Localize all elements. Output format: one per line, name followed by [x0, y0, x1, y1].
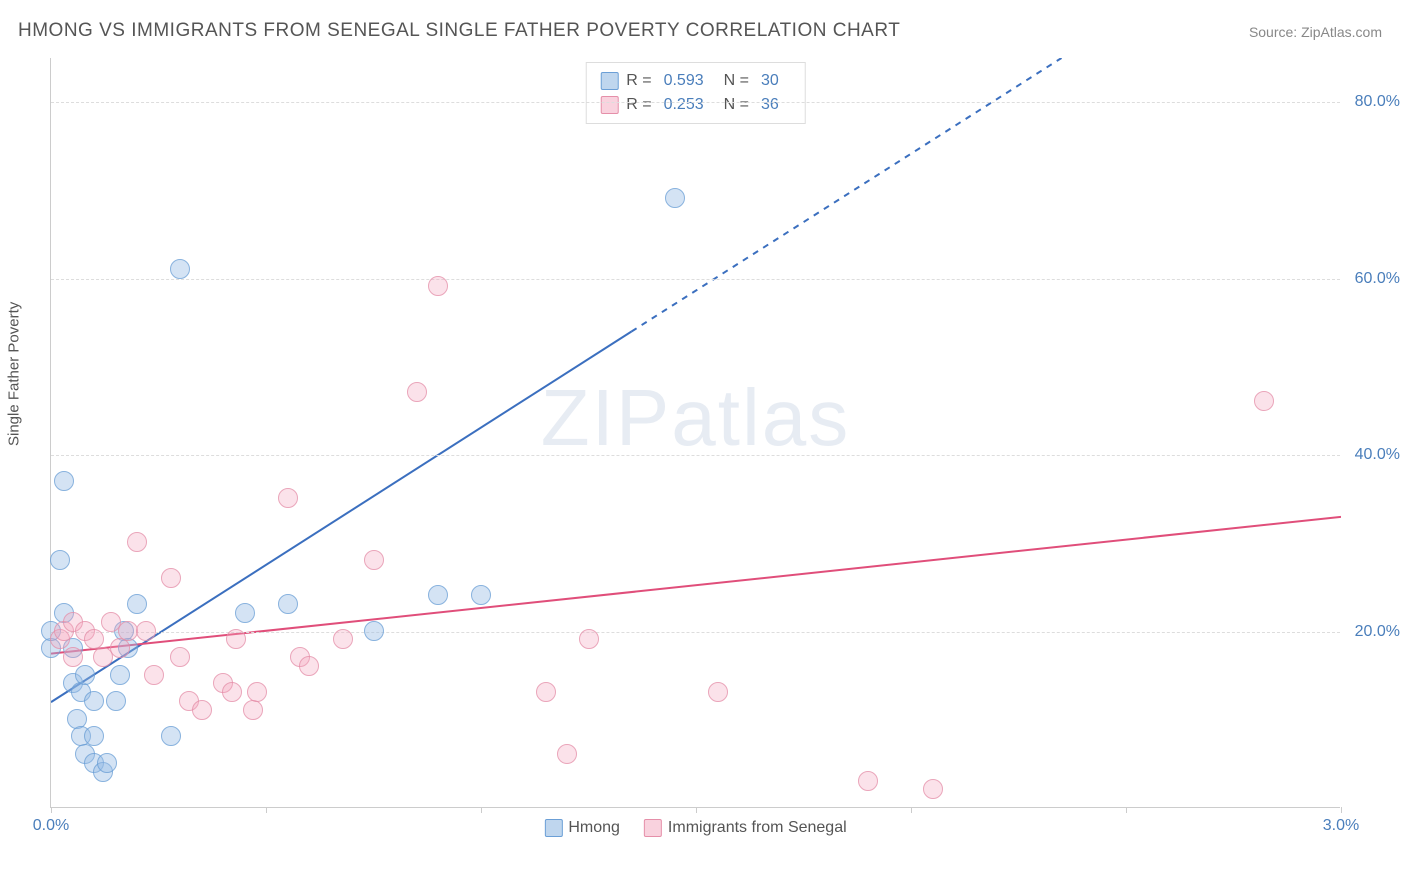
data-point: [278, 594, 298, 614]
data-point: [579, 629, 599, 649]
data-point: [84, 726, 104, 746]
gridline: [51, 455, 1340, 456]
data-point: [84, 691, 104, 711]
legend-swatch: [644, 819, 662, 837]
data-point: [243, 700, 263, 720]
data-point: [364, 621, 384, 641]
x-tick-mark: [51, 807, 52, 813]
data-point: [161, 726, 181, 746]
y-axis-label: Single Father Poverty: [6, 302, 23, 446]
x-tick-label: 3.0%: [1323, 817, 1359, 835]
n-label: N =: [724, 93, 749, 117]
data-point: [1254, 391, 1274, 411]
trendline-solid: [51, 517, 1341, 654]
r-label: R =: [626, 93, 651, 117]
data-point: [428, 276, 448, 296]
gridline: [51, 279, 1340, 280]
r-value: 0.593: [664, 69, 704, 93]
data-point: [247, 682, 267, 702]
data-point: [127, 532, 147, 552]
data-point: [63, 647, 83, 667]
data-point: [170, 259, 190, 279]
data-point: [235, 603, 255, 623]
y-tick-label: 20.0%: [1355, 623, 1400, 641]
stats-legend: R = 0.593 N = 30 R = 0.253 N = 36: [585, 62, 806, 124]
x-tick-mark: [1341, 807, 1342, 813]
data-point: [170, 647, 190, 667]
data-point: [557, 744, 577, 764]
data-point: [127, 594, 147, 614]
y-tick-label: 80.0%: [1355, 93, 1400, 111]
series-legend-label: Hmong: [568, 819, 620, 836]
gridline: [51, 102, 1340, 103]
stats-legend-row: R = 0.593 N = 30: [600, 69, 791, 93]
x-tick-mark: [266, 807, 267, 813]
data-point: [110, 638, 130, 658]
data-point: [97, 753, 117, 773]
x-tick-mark: [696, 807, 697, 813]
x-tick-mark: [481, 807, 482, 813]
data-point: [665, 188, 685, 208]
r-value: 0.253: [664, 93, 704, 117]
n-label: N =: [724, 69, 749, 93]
y-tick-label: 60.0%: [1355, 270, 1400, 288]
x-tick-mark: [1126, 807, 1127, 813]
data-point: [364, 550, 384, 570]
data-point: [192, 700, 212, 720]
data-point: [144, 665, 164, 685]
data-point: [428, 585, 448, 605]
legend-swatch: [600, 96, 618, 114]
stats-legend-row: R = 0.253 N = 36: [600, 93, 791, 117]
data-point: [923, 779, 943, 799]
data-point: [50, 550, 70, 570]
data-point: [407, 382, 427, 402]
n-value: 36: [761, 93, 779, 117]
series-legend: Hmong Immigrants from Senegal: [544, 819, 846, 837]
scatter-plot: ZIPatlas R =0.593N =30R =0.253N =36 Hmon…: [50, 58, 1340, 808]
data-point: [75, 665, 95, 685]
data-point: [67, 709, 87, 729]
series-legend-item: Immigrants from Senegal: [644, 819, 847, 837]
source-attribution: Source: ZipAtlas.com: [1249, 24, 1382, 40]
series-legend-label: Immigrants from Senegal: [668, 819, 847, 836]
y-tick-label: 40.0%: [1355, 446, 1400, 464]
data-point: [278, 488, 298, 508]
data-point: [333, 629, 353, 649]
gridline: [51, 632, 1340, 633]
data-point: [136, 621, 156, 641]
legend-swatch: [600, 72, 618, 90]
data-point: [471, 585, 491, 605]
data-point: [161, 568, 181, 588]
data-point: [106, 691, 126, 711]
data-point: [708, 682, 728, 702]
data-point: [536, 682, 556, 702]
data-point: [222, 682, 242, 702]
chart-title: HMONG VS IMMIGRANTS FROM SENEGAL SINGLE …: [18, 20, 900, 42]
data-point: [858, 771, 878, 791]
trendlines-svg: [51, 58, 1341, 808]
data-point: [226, 629, 246, 649]
legend-swatch: [544, 819, 562, 837]
x-tick-label: 0.0%: [33, 817, 69, 835]
r-label: R =: [626, 69, 651, 93]
x-tick-mark: [911, 807, 912, 813]
series-legend-item: Hmong: [544, 819, 620, 837]
data-point: [299, 656, 319, 676]
data-point: [54, 471, 74, 491]
watermark-text: ZIPatlas: [541, 372, 850, 464]
data-point: [110, 665, 130, 685]
n-value: 30: [761, 69, 779, 93]
